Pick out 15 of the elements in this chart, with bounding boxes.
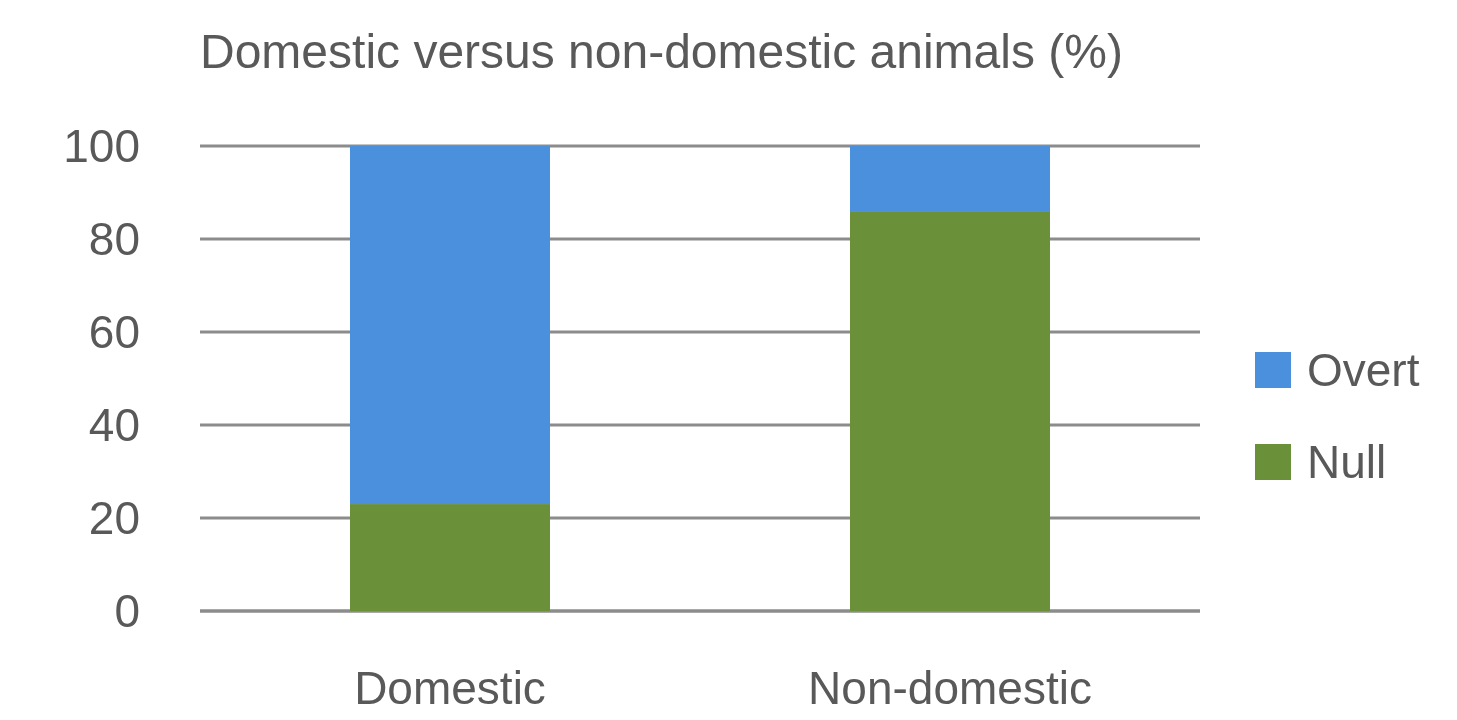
x-tick-label: Non-domestic: [808, 662, 1092, 714]
legend-label: Null: [1307, 436, 1387, 489]
legend-label: Overt: [1307, 344, 1420, 397]
x-tick-label: Domestic: [354, 662, 546, 714]
bar: [350, 146, 550, 505]
y-tick-label: 100: [63, 120, 140, 173]
chart-title: Domestic versus non-domestic animals (%): [200, 25, 1123, 78]
y-tick-label: 0: [114, 585, 140, 638]
bar: [850, 211, 1050, 611]
y-tick-label: 40: [88, 399, 140, 452]
bar: [350, 504, 550, 611]
bar: [850, 146, 1050, 212]
y-tick-label: 80: [88, 213, 140, 266]
y-tick-label: 60: [88, 306, 140, 359]
y-tick-label: 20: [88, 492, 140, 545]
